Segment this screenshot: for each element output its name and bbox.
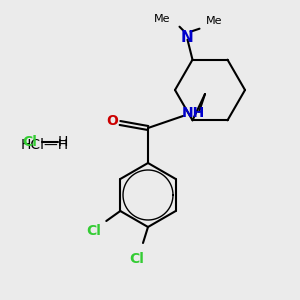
Text: Cl: Cl (130, 252, 144, 266)
Text: O: O (106, 114, 118, 128)
Text: Me: Me (206, 16, 223, 26)
Text: Cl: Cl (22, 135, 38, 149)
Text: Me: Me (154, 14, 171, 24)
Text: Cl: Cl (86, 224, 101, 238)
Text: HCl—H: HCl—H (21, 138, 69, 152)
Text: N: N (181, 30, 194, 45)
Text: H: H (58, 135, 68, 149)
Text: NH: NH (182, 106, 205, 120)
